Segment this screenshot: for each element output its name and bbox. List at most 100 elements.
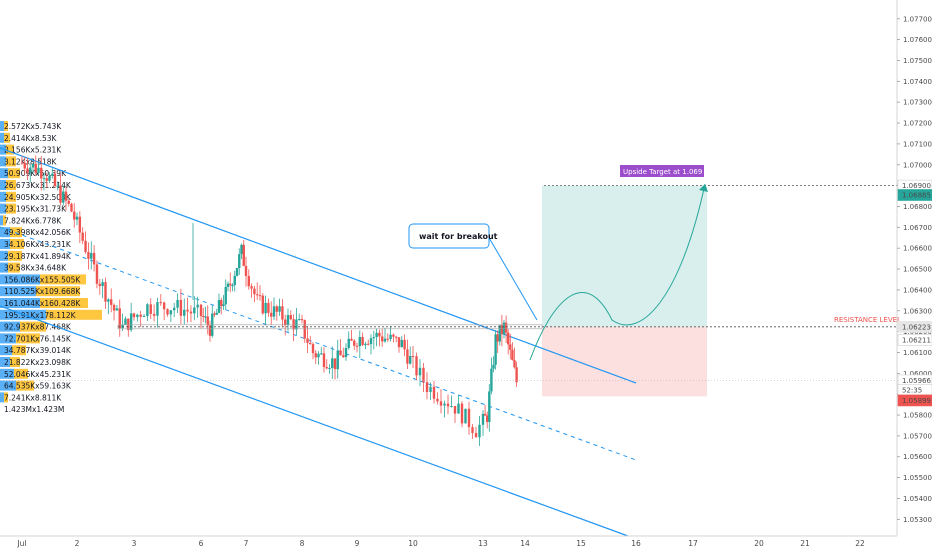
- volume-bar-right: [4, 121, 8, 131]
- candle-body: [311, 344, 315, 354]
- candle-body: [229, 283, 232, 286]
- candle-body: [62, 191, 65, 203]
- volume-profile-label: 21.822Kx23.098K: [4, 358, 72, 367]
- price-tick-label: 1.07200: [903, 120, 932, 128]
- candle-body: [488, 391, 491, 422]
- volume-bar-left: [0, 239, 10, 249]
- candle-body: [289, 315, 292, 320]
- candle-body: [298, 319, 301, 321]
- volume-profile-label: 92.937Kx87.468K: [4, 323, 72, 332]
- candle-body: [220, 300, 223, 307]
- volume-bar-right: [4, 392, 8, 403]
- candle-body: [193, 307, 196, 314]
- price-tick-label: 1.05800: [903, 412, 932, 420]
- candle-body: [238, 254, 241, 269]
- candle-body: [104, 282, 107, 302]
- position-zones: [542, 185, 707, 397]
- price-tick-label: 1.06600: [903, 245, 932, 253]
- annotations: wait for breakout Upside Target at 1.069 R…: [408, 165, 901, 361]
- candle-body: [429, 386, 432, 393]
- candle-body: [179, 300, 183, 316]
- candle-body: [64, 191, 68, 201]
- candle-body: [303, 320, 306, 339]
- time-tick-label: Jul: [16, 539, 26, 548]
- candle-body: [336, 350, 339, 370]
- volume-bar-right: [20, 321, 46, 332]
- candle-body: [222, 304, 225, 307]
- candle-body: [215, 312, 218, 315]
- candle-body: [272, 306, 276, 317]
- candle-body: [418, 367, 422, 376]
- price-tick-label: 1.05300: [903, 516, 932, 524]
- candle-body: [284, 319, 287, 326]
- time-tick-label: 9: [355, 539, 360, 548]
- price-marker-box: [897, 321, 932, 333]
- candle-body: [471, 427, 474, 433]
- candle-body: [347, 338, 350, 348]
- candle-body: [267, 302, 270, 313]
- candle-body: [375, 332, 378, 338]
- volume-bar-right: [6, 144, 14, 155]
- candle-body: [112, 304, 116, 311]
- candle-body: [353, 340, 356, 346]
- candle-body: [264, 302, 267, 314]
- price-tick-label: 1.07700: [903, 15, 932, 23]
- time-tick-label: 3: [132, 539, 137, 548]
- time-tick-label: 13: [478, 539, 488, 548]
- candle-body: [37, 167, 40, 173]
- volume-profile-label: 64.535Kx59.163K: [4, 382, 72, 391]
- candle-body: [358, 336, 361, 347]
- candle-body: [474, 432, 478, 438]
- candle-body: [331, 358, 334, 369]
- volume-profile-label: 72.701Kx76.145K: [4, 334, 72, 343]
- candle-body: [139, 314, 142, 317]
- candle-body: [159, 302, 162, 304]
- candle-body: [142, 316, 146, 318]
- candle-body: [386, 338, 389, 340]
- volume-bar-right: [46, 309, 102, 320]
- volume-profile-label: 2.156Kx5.231K: [4, 146, 62, 155]
- candle-body: [325, 367, 328, 369]
- candle-body: [40, 167, 43, 179]
- volume-bar-left: [0, 227, 10, 238]
- price-marker-label: 1.05899: [902, 397, 931, 405]
- candle-body: [314, 353, 317, 358]
- candle-body: [132, 313, 136, 318]
- candle-body: [90, 252, 93, 259]
- time-axis: Jul 2 3 6 7 8 9 10 13 14 15 16 17 20 21 22: [0, 535, 897, 548]
- price-tick-label: 1.06300: [903, 307, 932, 315]
- price-tick-label: 1.07400: [903, 78, 932, 86]
- candle-body: [502, 322, 506, 335]
- volume-profile-label: 110.525Kx109.668K: [4, 287, 81, 296]
- candle-body: [372, 337, 375, 339]
- projection-path: [529, 183, 706, 361]
- candle-body: [136, 314, 139, 318]
- candle-body: [281, 306, 284, 320]
- candle-body: [464, 408, 467, 424]
- price-tick-label: 1.06400: [903, 286, 932, 294]
- volume-bar-right: [40, 298, 88, 308]
- candle-body: [498, 325, 501, 342]
- volume-bar-right: [14, 368, 28, 379]
- price-tick-label: 1.07500: [903, 57, 932, 65]
- price-tick-label: 1.07100: [903, 140, 932, 148]
- price-tick-label: 1.06700: [903, 224, 932, 232]
- candle-body: [81, 232, 84, 241]
- volume-bar-right: [40, 274, 86, 285]
- candle-body: [411, 355, 415, 357]
- price-tick-label: 1.07000: [903, 161, 932, 169]
- volume-bar-right: [8, 262, 20, 273]
- candle-body: [95, 264, 99, 284]
- candle-body: [156, 302, 159, 316]
- candle-body: [453, 406, 457, 414]
- candle-body: [247, 276, 250, 287]
- candle-body: [328, 368, 331, 370]
- time-tick-label: 16: [631, 539, 641, 548]
- candle-body: [253, 288, 256, 295]
- volume-profile: 2.572Kx5.743K 2.414Kx8.53K 2.156Kx5.231K 3.…: [0, 121, 102, 414]
- volume-bar-right: [4, 132, 10, 143]
- price-marker-label: 1.06885: [902, 192, 931, 200]
- candle-body: [400, 339, 403, 348]
